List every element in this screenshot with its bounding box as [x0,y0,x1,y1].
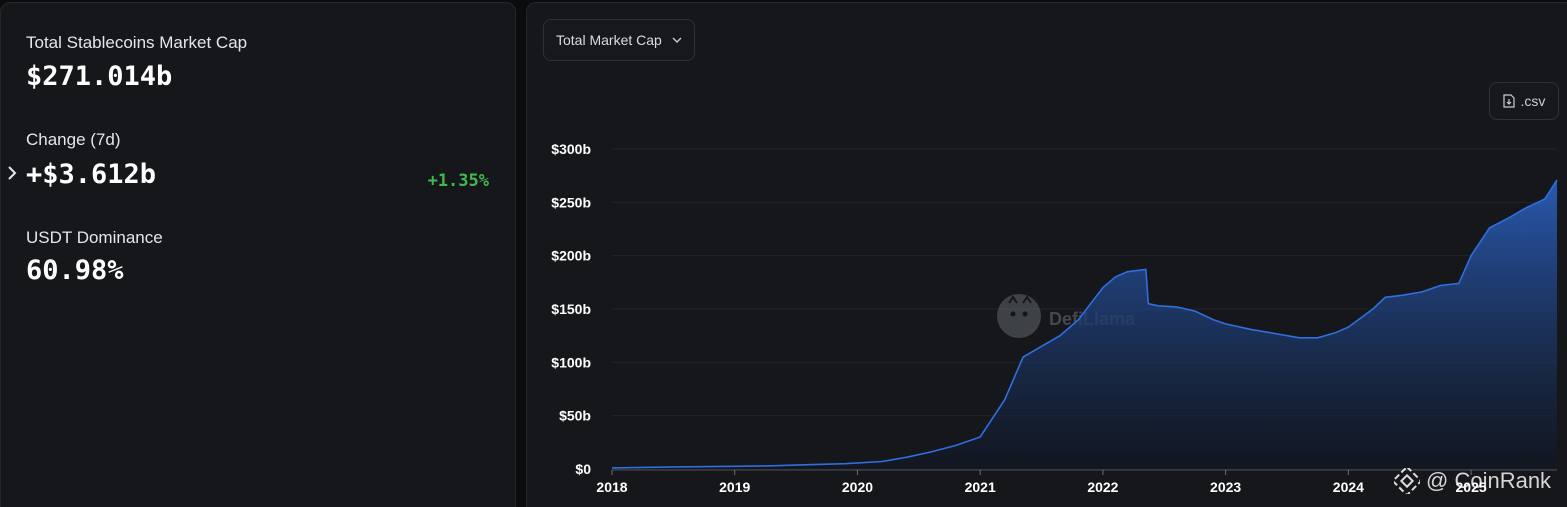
market-cap-line [611,179,1558,469]
change-label: Change (7d) [26,130,121,149]
y-axis: $0 $50b $100b $150b $200b $250b $300b [551,141,591,477]
x-tick-label: 2024 [1333,479,1364,495]
x-tick-label: 2019 [719,479,750,495]
coinrank-text: @ CoinRank [1426,468,1552,493]
x-tick-label: 2025 [1456,479,1487,495]
chevron-down-icon [672,37,682,43]
csv-download-button[interactable]: .csv [1489,82,1559,120]
y-tick-label: $300b [551,141,591,157]
coinrank-watermark: @ CoinRank [1394,468,1551,494]
dominance-value: 60.98% [26,255,124,286]
market-cap-chart: DefiLlama $0$50b$100b$150b$200b$250b$300… [551,141,1558,495]
y-tick-label: $200b [551,248,591,264]
metric-dropdown[interactable]: Total Market Cap [543,19,695,61]
y-tick-label: $150b [551,301,591,317]
metric-dropdown-label: Total Market Cap [556,32,662,48]
y-tick-label: $250b [551,194,591,210]
x-tick-label: 2018 [596,479,627,495]
x-tick-label: 2023 [1210,479,1241,495]
x-tick-label: 2022 [1087,479,1118,495]
download-file-icon [1502,94,1515,108]
market-cap-value: $271.014b [26,61,173,92]
y-tick-label: $100b [551,354,591,370]
binance-diamond-icon [1394,468,1420,494]
csv-label: .csv [1520,93,1546,109]
x-axis: 2018 2019 2020 2021 2022 2023 2024 2025 [596,469,1557,495]
y-tick-label: $50b [559,408,591,424]
chart-panel: DefiLlama $0$50b$100b$150b$200b$250b$300… [526,2,1567,507]
x-tick-label: 2020 [842,479,873,495]
chevron-right-icon[interactable] [5,163,19,183]
y-tick-label: $0 [575,461,591,477]
dominance-label: USDT Dominance [26,228,163,247]
stats-panel: Total Stablecoins Market Cap $271.014b C… [0,2,516,507]
market-cap-label: Total Stablecoins Market Cap [26,33,248,52]
x-tick-label: 2021 [965,479,996,495]
change-value: +$3.612b [26,159,157,190]
change-percent-badge: +1.35% [427,171,489,191]
market-cap-area [612,179,1557,469]
